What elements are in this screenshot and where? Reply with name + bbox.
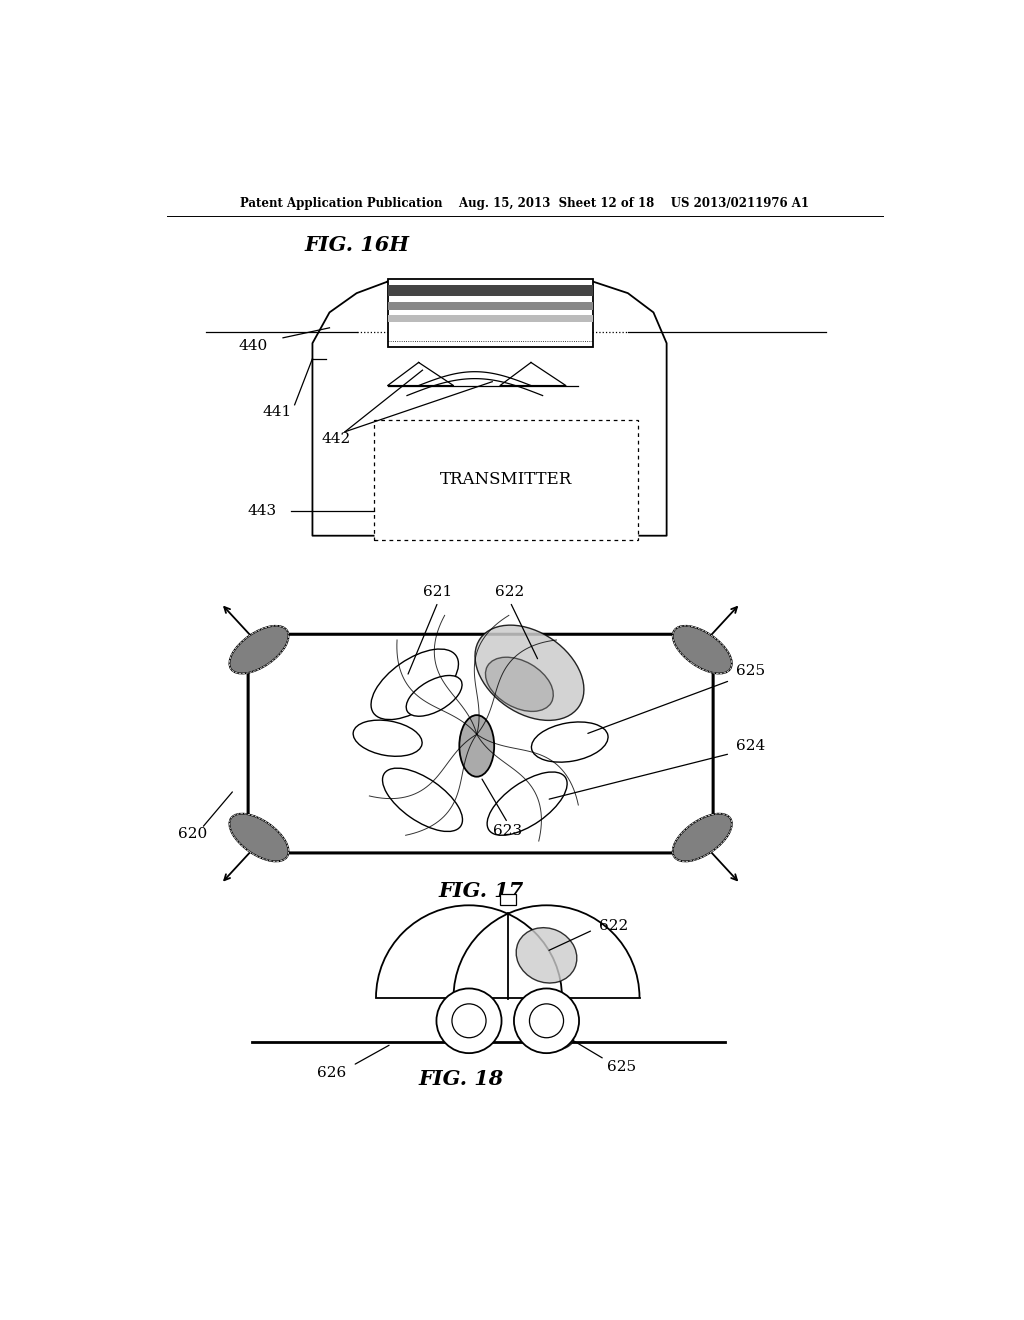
Text: FIG. 18: FIG. 18 [419,1069,504,1089]
Ellipse shape [353,721,422,756]
Ellipse shape [407,676,462,717]
Ellipse shape [673,626,732,673]
Text: 622: 622 [599,919,629,933]
Text: 626: 626 [317,1067,346,1080]
Text: 442: 442 [322,432,350,446]
Bar [388,280,593,347]
Text: 625: 625 [736,664,766,678]
Text: Patent Application Publication    Aug. 15, 2013  Sheet 12 of 18    US 2013/02119: Patent Application Publication Aug. 15, … [241,197,809,210]
Bar [388,315,593,322]
Text: 624: 624 [736,739,766,752]
Text: 620: 620 [178,828,207,841]
Ellipse shape [383,768,463,832]
Bar [388,302,593,310]
Text: 440: 440 [239,338,268,352]
Bar [388,285,593,296]
Text: 623: 623 [494,824,522,838]
Circle shape [436,989,502,1053]
Circle shape [452,1005,486,1038]
Circle shape [529,1005,563,1038]
Ellipse shape [673,813,732,862]
Bar [375,420,638,540]
Text: 622: 622 [496,585,524,599]
Text: 443: 443 [248,504,276,517]
Ellipse shape [371,649,459,719]
Text: 441: 441 [263,405,292,420]
Ellipse shape [485,657,553,711]
Ellipse shape [229,626,289,673]
Text: 625: 625 [607,1060,636,1074]
Ellipse shape [487,772,567,836]
Text: TRANSMITTER: TRANSMITTER [440,471,572,488]
Ellipse shape [516,928,577,983]
Ellipse shape [527,1026,573,1051]
Ellipse shape [460,715,495,776]
Ellipse shape [531,722,608,762]
Ellipse shape [475,626,584,721]
Text: FIG. 16H: FIG. 16H [304,235,410,255]
Text: FIG. 17: FIG. 17 [438,882,523,902]
Text: 621: 621 [423,585,453,599]
Ellipse shape [229,813,289,862]
Bar [500,894,515,906]
Circle shape [514,989,579,1053]
